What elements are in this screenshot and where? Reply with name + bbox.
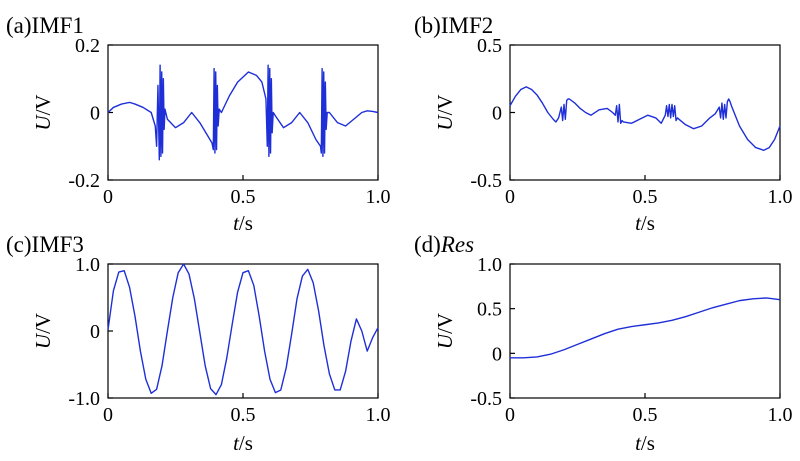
chart-panel-a: (a)IMF1-0.200.20 0.5 1.0t/sU/V	[6, 13, 391, 235]
x-tick-label: 1.0	[366, 404, 391, 426]
x-tick-label: 1.0	[768, 186, 793, 208]
y-axis-label: U/V	[433, 94, 457, 130]
y-tick-label: 0.2	[75, 35, 100, 57]
y-tick-label: -0.2	[68, 170, 100, 192]
y-axis-label: U/V	[433, 313, 457, 349]
x-axis-label-var: t	[233, 211, 240, 235]
chart-panel-d: (d)Res-0.500.51.00 0.5 1.0t/sU/V	[414, 232, 793, 455]
y-tick-label: -0.5	[470, 170, 502, 192]
x-axis-label-var: t	[635, 211, 642, 235]
y-tick-label: 0.5	[477, 299, 502, 321]
x-axis-label-unit: /s	[239, 211, 253, 235]
y-axis-label: U/V	[31, 94, 55, 130]
x-tick-label: 0	[505, 404, 515, 426]
y-tick-label: 0	[492, 343, 502, 365]
panel-label: (c)IMF3	[6, 232, 84, 257]
series-line	[509, 86, 781, 151]
y-axis-label-var: U	[31, 114, 55, 131]
x-axis-label: t/s	[635, 431, 655, 455]
panel-label-prefix: (d)	[414, 232, 441, 257]
x-tick-label: 0.5	[633, 404, 658, 426]
y-tick-label: 0	[90, 103, 100, 125]
y-axis-label-var: U	[433, 114, 457, 131]
x-tick-label: 0	[103, 186, 113, 208]
x-tick-label: 0	[103, 404, 113, 426]
x-tick-label: 1.0	[768, 404, 793, 426]
x-axis-label-unit: /s	[641, 431, 655, 455]
panel-label: (a)IMF1	[6, 13, 84, 38]
x-axis-label-unit: /s	[641, 211, 655, 235]
x-axis-label: t/s	[635, 211, 655, 235]
x-axis-label-var: t	[635, 431, 642, 455]
panel-label-name: IMF3	[32, 232, 84, 257]
y-axis-label-var: U	[31, 332, 55, 349]
x-axis-label-unit: /s	[239, 431, 253, 455]
x-tick-label: 0.5	[231, 404, 256, 426]
y-tick-label: -0.5	[470, 388, 502, 410]
chart-panel-c: (c)IMF3-1.001.00 0.5 1.0t/sU/V	[6, 232, 391, 455]
panel-label: (b)IMF2	[414, 13, 493, 38]
y-axis-label-unit: /V	[31, 313, 55, 334]
y-tick-label: 0	[492, 103, 502, 125]
x-axis-label-var: t	[233, 431, 240, 455]
y-axis-label: U/V	[31, 313, 55, 349]
series-line	[107, 263, 379, 396]
panel-label-prefix: (c)	[6, 232, 32, 257]
x-tick-label: 0	[505, 186, 515, 208]
y-tick-label: 1.0	[75, 254, 100, 276]
y-axis-label-unit: /V	[433, 313, 457, 334]
panel-label-prefix: (b)	[414, 13, 441, 38]
y-axis-label-var: U	[433, 332, 457, 349]
y-axis-label-unit: /V	[433, 94, 457, 115]
panel-label-prefix: (a)	[6, 13, 32, 38]
panel-label-name: IMF1	[32, 13, 84, 38]
x-tick-label: 1.0	[366, 186, 391, 208]
x-axis-label: t/s	[233, 211, 253, 235]
x-tick-label: 0.5	[231, 186, 256, 208]
plot-frame	[509, 263, 781, 399]
panel-label-name: IMF2	[441, 13, 493, 38]
plot-frame	[107, 44, 379, 181]
y-tick-label: -1.0	[68, 388, 100, 410]
y-tick-label: 1.0	[477, 254, 502, 276]
series-line	[510, 297, 781, 359]
series-line	[107, 64, 379, 161]
plot-frame	[509, 44, 781, 181]
y-tick-label: 0.5	[477, 35, 502, 57]
panel-label: (d)Res	[414, 232, 474, 257]
panel-label-name: Res	[440, 232, 474, 257]
x-tick-label: 0.5	[633, 186, 658, 208]
y-tick-label: 0	[90, 321, 100, 343]
x-axis-label: t/s	[233, 431, 253, 455]
chart-panel-b: (b)IMF2-0.500.50 0.5 1.0t/sU/V	[414, 13, 793, 235]
plot-frame	[107, 263, 379, 399]
y-axis-label-unit: /V	[31, 94, 55, 115]
